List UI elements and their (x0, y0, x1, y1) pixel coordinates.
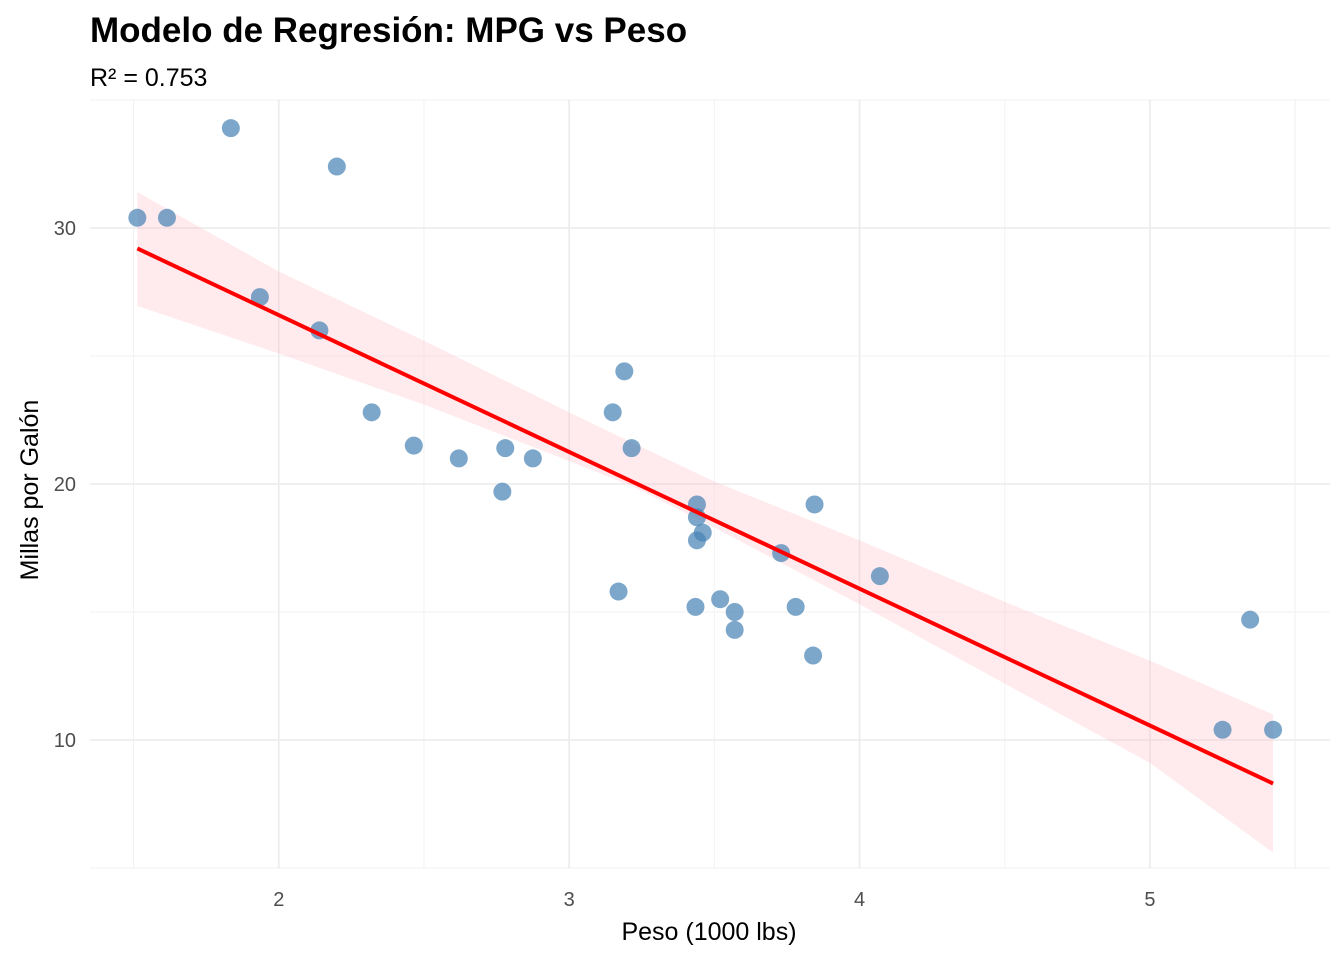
data-point-23 (686, 597, 705, 616)
regression-line (136, 246, 1274, 786)
data-point-18 (327, 157, 346, 176)
chart-title: Modelo de Regresión: MPG vs Peso (90, 11, 687, 50)
x-tick-label: 3 (564, 889, 575, 911)
data-point-24 (804, 646, 823, 665)
data-point-25 (805, 495, 824, 514)
x-tick-label: 5 (1144, 889, 1155, 911)
data-point-21 (404, 436, 423, 455)
data-point-29 (609, 582, 628, 601)
data-point-3 (362, 403, 381, 422)
y-axis-title: Millas por Galón (16, 400, 44, 581)
tick-labels-group: 2 3 4 5 10 20 30 (54, 218, 1156, 911)
data-point-14 (786, 597, 805, 616)
x-tick-label: 4 (854, 889, 865, 911)
data-point-7 (725, 620, 744, 639)
data-point-1 (449, 449, 468, 468)
data-points-group (128, 119, 1283, 739)
data-point-26 (250, 288, 269, 307)
confidence-band (137, 192, 1274, 853)
x-axis-title: Peso (1000 lbs) (621, 918, 796, 946)
y-tick-label: 30 (54, 218, 76, 240)
data-point-9 (603, 403, 622, 422)
data-point-15 (1213, 720, 1232, 739)
y-tick-label: 20 (54, 474, 76, 496)
x-tick-label: 2 (273, 889, 284, 911)
data-point-12 (870, 567, 889, 586)
grid (90, 99, 1330, 869)
data-point-31 (725, 603, 744, 621)
data-point-4 (622, 439, 641, 458)
data-point-19 (157, 208, 176, 227)
y-tick-label: 10 (54, 730, 76, 752)
data-point-8 (615, 362, 634, 381)
data-point-22 (711, 590, 730, 609)
data-point-28 (128, 208, 147, 227)
data-point-2 (523, 449, 542, 468)
confidence-band-group (137, 192, 1274, 853)
data-point-32 (496, 439, 515, 458)
data-point-16 (1264, 720, 1283, 739)
data-point-11 (687, 531, 706, 550)
data-point-20 (221, 119, 240, 138)
regression-line-group (136, 246, 1274, 786)
data-point-30 (493, 482, 512, 501)
data-point-17 (1241, 610, 1260, 629)
chart-subtitle: R² = 0.753 (90, 64, 207, 92)
